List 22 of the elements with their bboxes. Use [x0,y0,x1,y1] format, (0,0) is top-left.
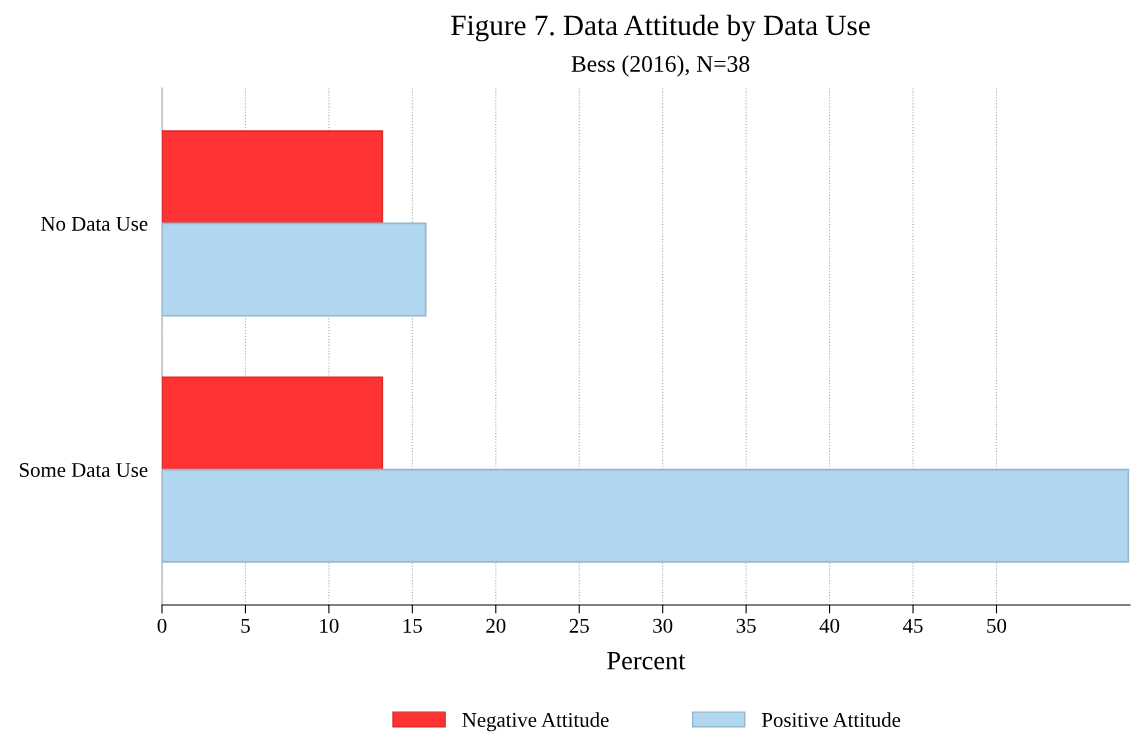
bar [162,222,427,317]
x-tick-label: 40 [819,618,840,633]
x-tick-label: 45 [903,618,923,633]
x-tick-label: 50 [987,618,1007,633]
bar [162,376,384,471]
x-tick-label: 15 [403,618,422,633]
chart-title: Figure 7. Data Attitude by Data Use [451,14,870,42]
x-tick-label: 25 [569,618,589,633]
x-tick-label: 0 [157,618,167,633]
y-tick-label: Some Data Use [19,463,148,478]
chart-subtitle: Bess (2016), N=38 [571,55,750,77]
x-tick-label: 5 [241,619,250,633]
x-tick-label: 10 [320,618,339,633]
legend-label: Negative Attitude [462,712,609,732]
x-tick-label: 30 [653,618,673,633]
y-tick-label: No Data Use [41,216,148,231]
legend-label: Positive Attitude [762,712,901,727]
x-tick-label: 35 [736,618,756,633]
bar [162,130,384,225]
x-tick-label: 20 [486,618,506,633]
bar [162,468,1130,563]
x-axis-title: Percent [607,652,686,670]
